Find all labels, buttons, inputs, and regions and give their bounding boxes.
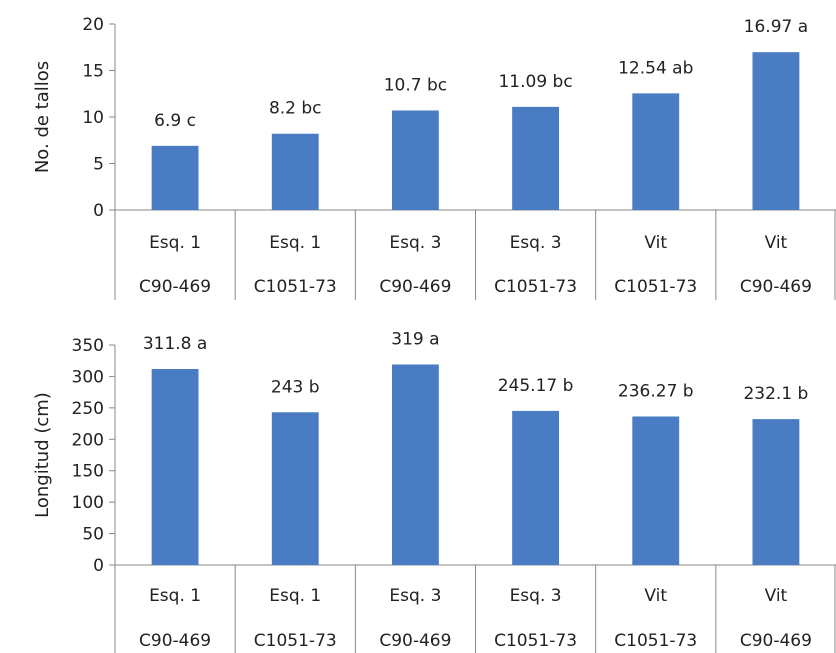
category-variety-label: C1051-73 <box>614 277 697 297</box>
y-tick-label: 10 <box>82 108 104 128</box>
chart-stem-count: 0 5 10 15 20 No. de tallos 6.9 c Esq. 1 C90-469 8… <box>32 15 836 300</box>
y-tick-label: 300 <box>72 367 104 387</box>
data-label: 232.1 b <box>743 384 808 404</box>
data-label: 8.2 bc <box>269 99 322 119</box>
bar <box>512 106 560 210</box>
data-label: 311.8 a <box>143 334 208 354</box>
category-treatment-label: Esq. 3 <box>389 233 441 253</box>
chart-stem-length: 0 50 100 150 200 250 300 350 Longitud (cm) 311.8 … <box>32 329 836 653</box>
y-axis-title: No. de tallos <box>32 61 53 173</box>
bar <box>752 52 800 210</box>
category-treatment-label: Vit <box>644 586 667 606</box>
y-tick-label: 150 <box>72 462 104 482</box>
bar <box>752 419 800 565</box>
category-treatment-label: Esq. 3 <box>510 233 562 253</box>
category-variety-label: C90-469 <box>740 277 812 297</box>
category-treatment-label: Esq. 1 <box>269 233 321 253</box>
data-label: 10.7 bc <box>384 75 447 95</box>
category-treatment-label: Vit <box>765 233 788 253</box>
category-variety-label: C1051-73 <box>494 277 577 297</box>
category-treatment-label: Esq. 1 <box>149 233 201 253</box>
category-variety-label: C1051-73 <box>254 277 337 297</box>
y-tick-label: 0 <box>93 201 104 221</box>
category-variety-label: C1051-73 <box>494 631 577 651</box>
category-treatment-label: Esq. 1 <box>149 586 201 606</box>
y-axis-title: Longitud (cm) <box>32 392 53 518</box>
bar <box>632 416 680 565</box>
data-label: 6.9 c <box>154 111 196 131</box>
y-tick-label: 200 <box>72 430 104 450</box>
y-tick-label: 20 <box>82 15 104 35</box>
y-tick-label: 100 <box>72 493 104 513</box>
category-variety-label: C90-469 <box>379 277 451 297</box>
bar <box>391 110 439 210</box>
bar <box>151 369 199 565</box>
data-label: 319 a <box>391 329 439 349</box>
bar <box>391 364 439 565</box>
category-variety-label: C1051-73 <box>614 631 697 651</box>
y-tick-label: 5 <box>93 155 104 175</box>
bar <box>271 412 319 565</box>
data-label: 245.17 b <box>498 376 574 396</box>
category-treatment-label: Esq. 3 <box>510 586 562 606</box>
data-label: 243 b <box>271 377 320 397</box>
data-label: 16.97 a <box>744 17 809 37</box>
y-tick-label: 15 <box>82 62 104 82</box>
category-variety-label: C1051-73 <box>254 631 337 651</box>
category-treatment-label: Esq. 1 <box>269 586 321 606</box>
data-label: 236.27 b <box>618 381 694 401</box>
data-label: 12.54 ab <box>618 58 693 78</box>
bar <box>512 410 560 565</box>
category-variety-label: C90-469 <box>379 631 451 651</box>
bar <box>271 133 319 210</box>
category-variety-label: C90-469 <box>740 631 812 651</box>
category-treatment-label: Vit <box>644 233 667 253</box>
category-treatment-label: Esq. 3 <box>389 586 441 606</box>
category-variety-label: C90-469 <box>139 631 211 651</box>
category-treatment-label: Vit <box>765 586 788 606</box>
bar <box>632 93 680 210</box>
category-variety-label: C90-469 <box>139 277 211 297</box>
y-tick-label: 350 <box>72 336 104 356</box>
y-tick-label: 250 <box>72 399 104 419</box>
y-tick-label: 50 <box>82 525 104 545</box>
bar <box>151 145 199 210</box>
data-label: 11.09 bc <box>498 72 572 92</box>
y-tick-label: 0 <box>93 556 104 576</box>
